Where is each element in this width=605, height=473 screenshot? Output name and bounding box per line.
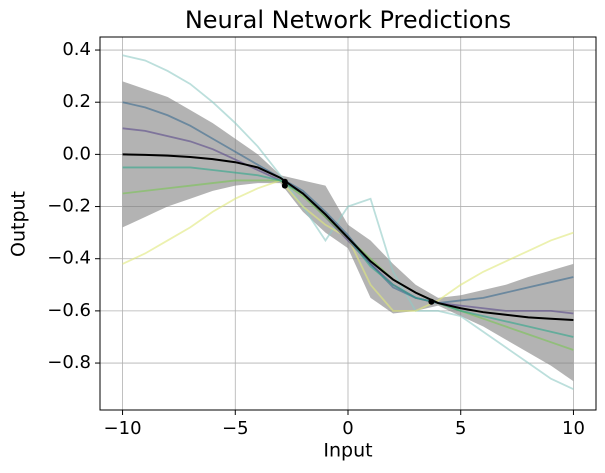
data-point [281,182,288,189]
x-tick-label: −5 [222,418,249,439]
x-tick-label: 0 [342,418,353,439]
plot-frame [99,36,597,411]
y-tick-label: 0.2 [62,91,91,112]
data-point [428,298,435,305]
sample-line [122,101,574,304]
x-axis-label: Input [323,440,372,462]
y-tick-label: −0.4 [47,248,91,269]
mean-line [122,153,574,322]
y-axis-label: Output [8,191,30,257]
y-tick-label: 0.0 [62,143,91,164]
y-tick-label: 0.4 [62,39,91,60]
y-tick-label: −0.6 [47,300,91,321]
x-tick-label: 10 [562,418,585,439]
chart-title: Neural Network Predictions [185,6,511,34]
y-tick-label: −0.8 [47,352,91,373]
x-tick-label: 5 [455,418,466,439]
y-tick-label: −0.2 [47,196,91,217]
sample-line [122,127,574,315]
sample-line [122,54,574,390]
x-tick-label: −10 [104,418,142,439]
